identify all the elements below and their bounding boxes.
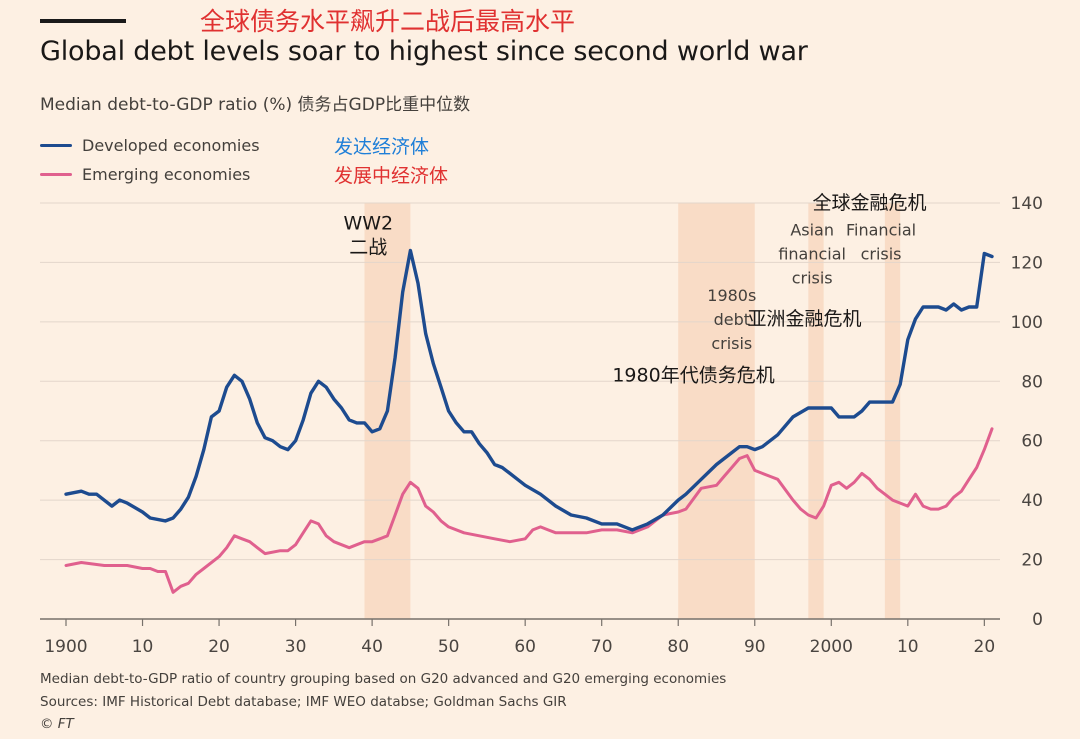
y-tick-label-100: 100: [1011, 313, 1043, 333]
y-tick-label-0: 0: [1032, 610, 1043, 630]
x-tick-label-1930: 30: [285, 637, 307, 657]
y-tick-label-80: 80: [1021, 372, 1043, 392]
annotation-text: Financial: [846, 221, 916, 240]
annotation-text: Asian: [790, 221, 834, 240]
ft-brand-bar: [40, 19, 126, 23]
legend-label-developed: Developed economies: [82, 135, 260, 155]
x-tick-label-2010: 10: [897, 637, 919, 657]
annotation-text: 1980s: [707, 286, 756, 305]
footnote-credit: © FT: [40, 716, 74, 732]
y-tick-label-140: 140: [1011, 194, 1043, 214]
x-tick-label-1980: 80: [667, 637, 689, 657]
chart-title: Global debt levels soar to highest since…: [40, 36, 808, 67]
shaded-period-financial-crisis: [884, 203, 901, 619]
y-tick-label-120: 120: [1011, 253, 1043, 273]
y-tick-label-20: 20: [1021, 551, 1043, 571]
legend-item-developed: Developed economies 发达经济体: [40, 133, 430, 158]
x-tick-label-1960: 60: [514, 637, 536, 657]
annotation-text: 亚洲金融危机: [747, 308, 861, 330]
footnote-sources: Sources: IMF Historical Debt database; I…: [40, 694, 567, 710]
x-tick-label-2020: 20: [974, 637, 996, 657]
annotation-text: debt: [714, 310, 750, 329]
annotation-text: 1980年代债务危机: [612, 364, 774, 386]
shaded-period-asian-financial-crisis: [808, 203, 824, 619]
legend-label-emerging: Emerging economies: [82, 164, 251, 184]
annotation-6: Financial crisis: [846, 221, 916, 264]
annotation-text: crisis: [792, 269, 833, 288]
x-tick-label-1900: 1900: [44, 637, 87, 657]
x-tick-label-1940: 40: [361, 637, 383, 657]
annotation-5: 全球金融危机: [813, 192, 927, 214]
footnote-note: Median debt-to-GDP ratio of country grou…: [40, 671, 727, 687]
x-tick-label-2000: 2000: [810, 637, 853, 657]
annotation-1: 1980s debt crisis: [707, 286, 756, 353]
annotation-text: 全球金融危机: [813, 192, 927, 214]
chart-subtitle: Median debt-to-GDP ratio (%) 债务占GDP比重中位数: [40, 95, 471, 115]
x-tick-label-1950: 50: [438, 637, 460, 657]
series-line-developed: [64, 248, 994, 532]
x-tick-label-1920: 20: [208, 637, 230, 657]
x-tick-label-1910: 10: [132, 637, 154, 657]
annotation-text: crisis: [861, 245, 902, 264]
shaded-period-1980s-debt-crisis: [678, 203, 755, 619]
x-tick-label-1990: 90: [744, 637, 766, 657]
legend-label-cn-developed: 发达经济体: [334, 135, 430, 158]
annotation-text: crisis: [711, 334, 752, 353]
y-tick-label-40: 40: [1021, 491, 1043, 511]
annotation-text: financial: [778, 245, 846, 264]
legend-item-emerging: Emerging economies 发展中经济体: [40, 162, 449, 187]
legend-label-cn-emerging: 发展中经济体: [334, 164, 449, 187]
y-tick-label-60: 60: [1021, 432, 1043, 452]
series-line-emerging: [64, 427, 994, 594]
chinese-headline: 全球债务水平飙升二战后最高水平: [200, 7, 576, 36]
annotation-text: WW2: [343, 213, 393, 235]
annotation-text: 二战: [349, 237, 387, 259]
legend-swatch-developed: [40, 143, 72, 147]
annotation-4: 亚洲金融危机: [747, 308, 861, 330]
x-tick-label-1970: 70: [591, 637, 613, 657]
annotation-3: Asian financial crisis: [778, 221, 846, 288]
annotation-2: 1980年代债务危机: [612, 364, 774, 386]
legend-swatch-emerging: [40, 172, 72, 176]
